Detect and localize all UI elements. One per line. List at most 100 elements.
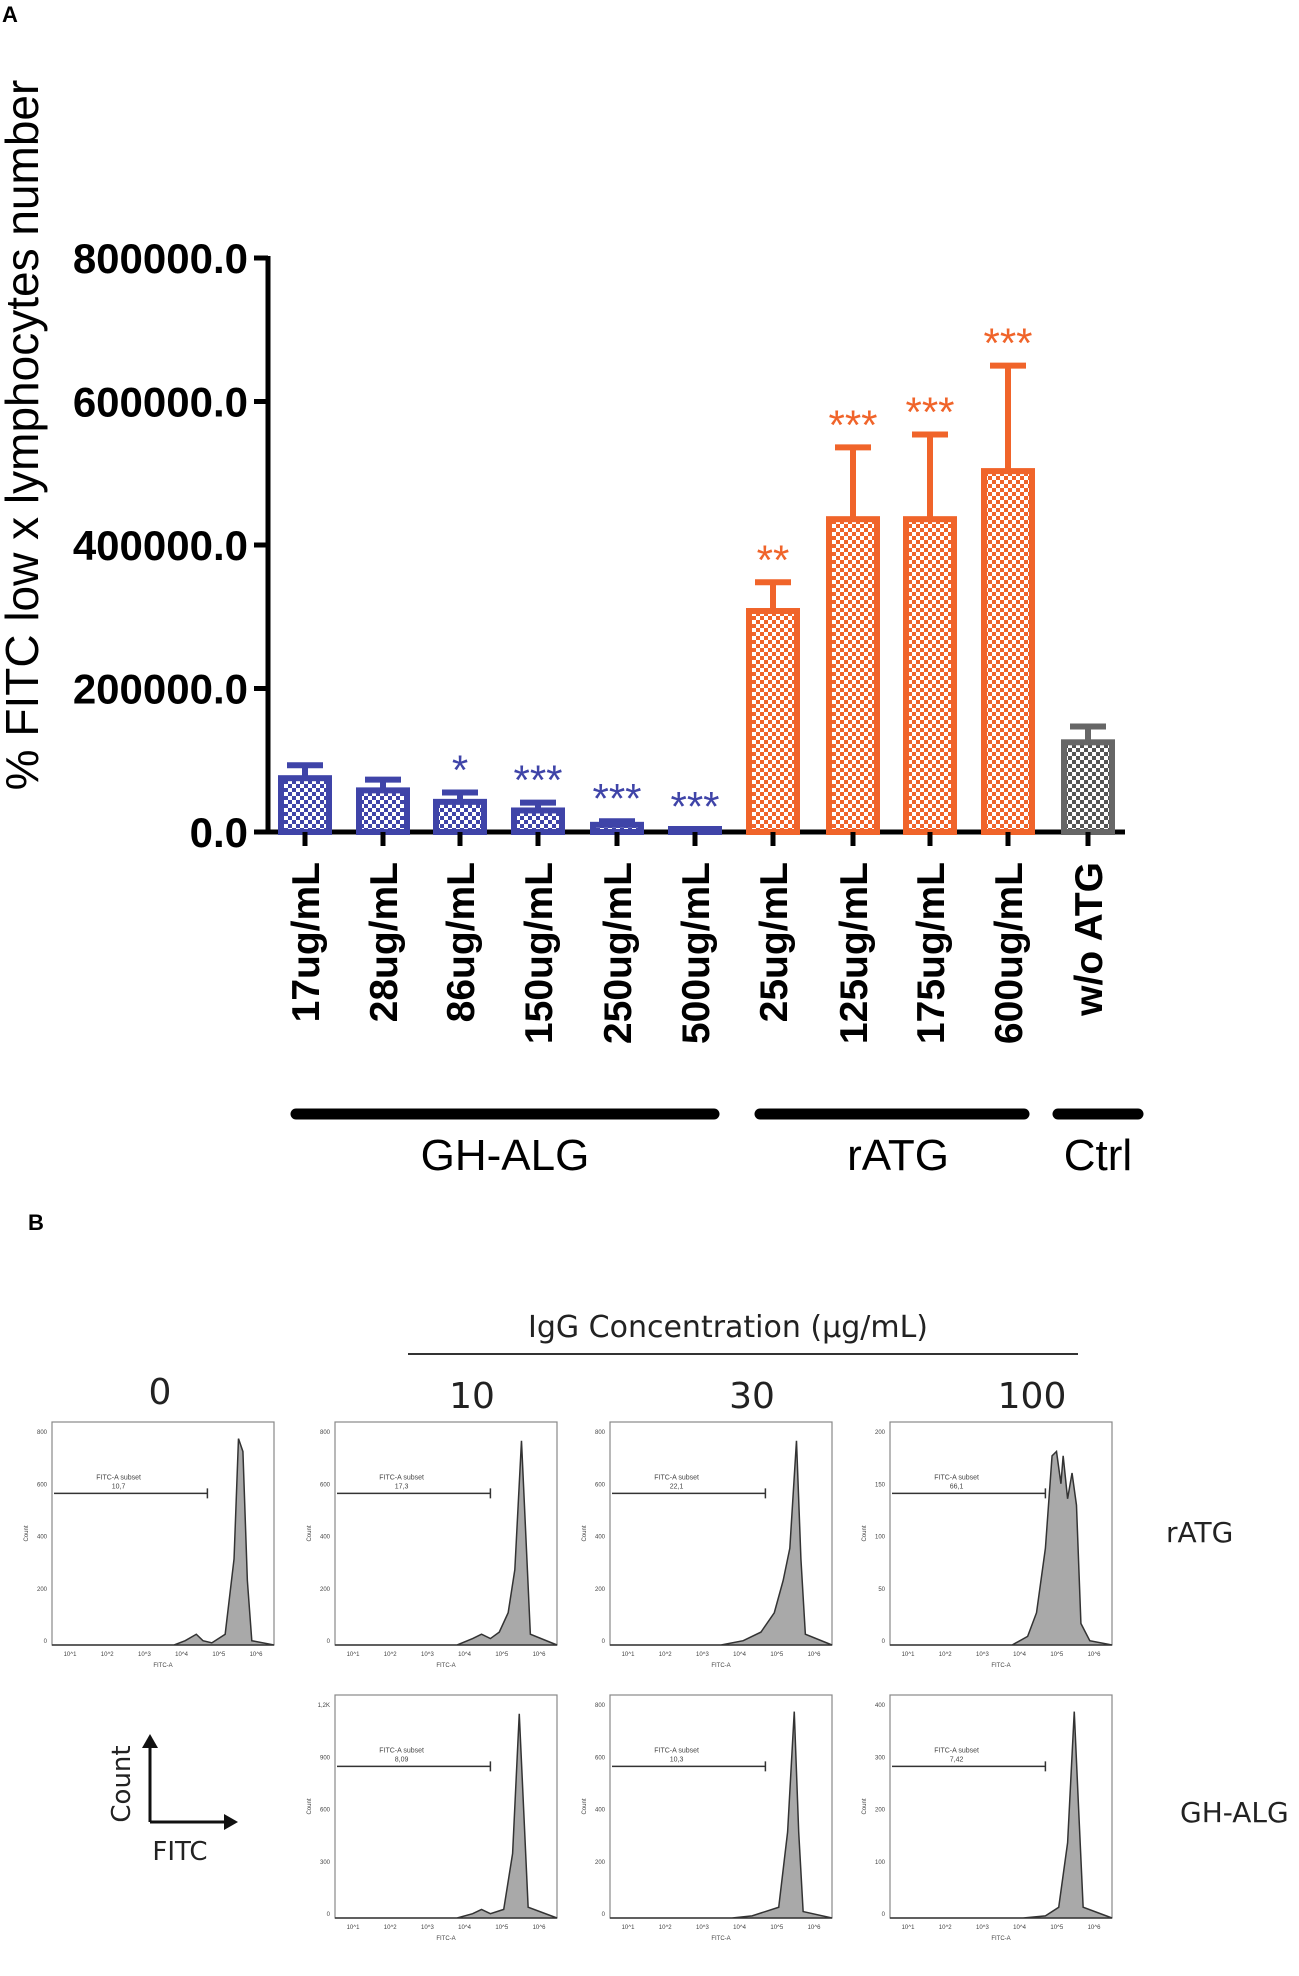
y-axis-label: % FITC low x lymphocytes number [0,80,48,791]
x-tick: 10^3 [421,1925,434,1931]
flow-histogram-7: FITC-A subset 7,42 400 300 200 100 0 Count 10^1 1… [862,1694,1113,1942]
gate-value: 10,7 [112,1483,126,1490]
x-axis-name: FITC-A [436,1663,455,1669]
bar [511,807,565,835]
y-tick: 600 [320,1482,331,1488]
significance-label: ** [757,536,790,583]
x-category-label: 600ug/mL [988,862,1031,1044]
y-tick-label: 800000.0 [73,235,248,282]
y-tick: 600 [320,1808,331,1814]
group-label: rATG [847,1131,949,1180]
x-tick: 10^5 [770,1652,783,1658]
x-tick: 10^2 [384,1925,397,1931]
x-tick: 10^4 [458,1652,471,1658]
y-tick: 150 [875,1482,886,1488]
axis-legend: Count FITC [107,1734,238,1867]
x-tick: 10^2 [101,1652,114,1658]
y-tick: 0 [327,1639,331,1645]
x-tick: 10^4 [733,1652,746,1658]
histogram-area [335,1440,558,1646]
significance-label: *** [670,783,719,830]
x-tick: 10^2 [939,1925,952,1931]
bar [1061,739,1115,835]
significance-label: * [452,747,468,794]
panel-b-label: B [28,1210,44,1235]
x-tick: 10^2 [659,1925,672,1931]
gate-name: FITC-A subset [654,1474,699,1481]
y-axis-name: Count [307,1525,313,1541]
histogram-area [610,1440,833,1646]
conc-10: 10 [449,1376,495,1417]
x-tick: 10^1 [622,1652,635,1658]
x-tick: 10^3 [696,1652,709,1658]
y-tick-label: 400000.0 [73,522,248,569]
y-tick: 200 [875,1430,886,1436]
group-label: GH-ALG [421,1131,590,1180]
x-tick: 10^1 [347,1652,360,1658]
x-tick: 10^1 [622,1925,635,1931]
y-tick: 0 [44,1639,48,1645]
x-tick: 10^5 [495,1925,508,1931]
x-tick: 10^3 [138,1652,151,1658]
x-tick: 10^6 [533,1925,546,1931]
igg-header: IgG Concentration (µg/mL) [528,1310,928,1345]
histogram-area [52,1438,275,1646]
x-axis-name: FITC-A [711,1663,730,1669]
x-tick: 10^2 [939,1652,952,1658]
y-tick: 200 [595,1587,606,1593]
y-tick: 0 [882,1912,886,1918]
y-tick: 200 [875,1808,886,1814]
x-category-label: 175ug/mL [910,862,953,1044]
y-tick: 100 [875,1860,886,1866]
significance-label: *** [905,389,954,436]
group-brackets: GH-ALG rATG Ctrl [290,1108,1144,1180]
x-tick: 10^6 [808,1925,821,1931]
x-tick: 10^3 [976,1652,989,1658]
x-category-label: 150ug/mL [518,862,561,1044]
gate-value: 10,3 [670,1756,684,1763]
y-tick: 400 [595,1808,606,1814]
x-tick: 10^5 [1050,1652,1063,1658]
x-tick: 10^5 [1050,1925,1063,1931]
y-axis-name: Count [582,1525,588,1541]
y-tick: 600 [595,1482,606,1488]
y-tick: 600 [37,1482,48,1488]
x-tick: 10^4 [733,1925,746,1931]
x-tick: 10^1 [902,1652,915,1658]
legend-x-arrowhead [224,1814,238,1830]
bar [356,787,410,836]
y-tick: 1,2K [318,1703,330,1709]
x-category-label: 500ug/mL [675,862,718,1044]
flow-histogram-2: FITC-A subset 17,3 800 600 400 200 0 Count 10^1 1… [307,1421,558,1669]
bar [433,798,487,835]
gate-name: FITC-A subset [379,1474,424,1481]
flow-histogram-6: FITC-A subset 10,3 800 600 400 200 0 Count 10^1 1… [582,1694,833,1942]
x-tick: 10^1 [902,1925,915,1931]
x-tick: 10^3 [421,1652,434,1658]
bar-chart: % FITC low x lymphocytes number 800000.0… [0,80,1144,1180]
y-tick-label: 200000.0 [73,666,248,713]
row-label-ratg: rATG [1166,1516,1233,1549]
significance-label: *** [828,401,877,448]
y-tick: 0 [882,1639,886,1645]
y-tick: 400 [595,1535,606,1541]
bar [278,775,332,835]
y-axis-name: Count [862,1798,868,1814]
panel-a-label: A [2,2,18,27]
y-tick: 900 [320,1755,331,1761]
flow-histogram-3: FITC-A subset 22,1 800 600 400 200 0 Count 10^1 1… [582,1421,833,1669]
x-tick: 10^3 [696,1925,709,1931]
legend-y-arrowhead [142,1734,158,1748]
gate-name: FITC-A subset [934,1747,979,1754]
y-tick: 800 [320,1430,331,1436]
x-category-label: 125ug/mL [833,862,876,1044]
histogram-area [890,1711,1113,1919]
bar [981,468,1035,835]
x-tick: 10^4 [1013,1925,1026,1931]
x-tick: 10^4 [1013,1652,1026,1658]
y-tick: 800 [595,1430,606,1436]
legend-count: Count [107,1745,137,1822]
significance-label: *** [513,757,562,804]
bars: * *** *** ******** ****** [268,320,1125,846]
